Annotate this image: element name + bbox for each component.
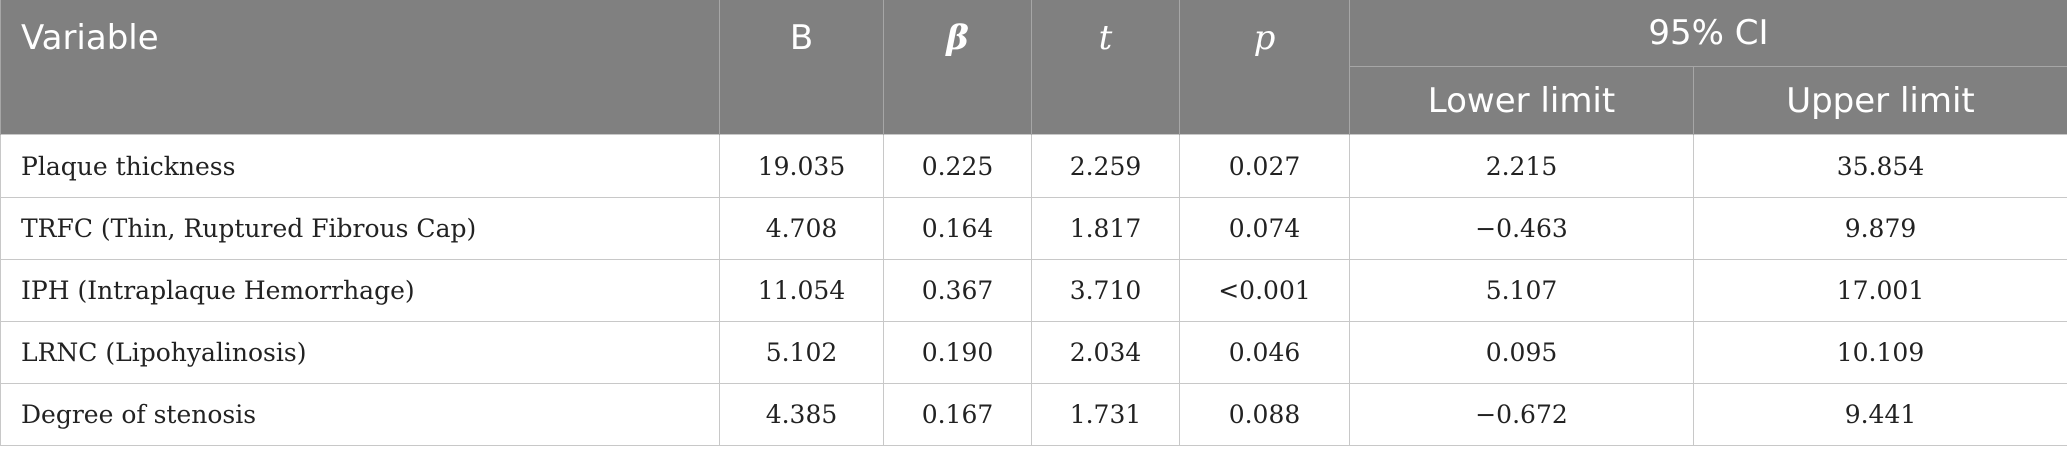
cell-lower: 2.215 [1349, 134, 1694, 198]
cell-variable: Degree of stenosis [0, 383, 720, 446]
cell-b: 5.102 [719, 321, 884, 384]
cell-b: 19.035 [719, 134, 884, 198]
cell-beta: 0.167 [883, 383, 1032, 446]
cell-variable: IPH (Intraplaque Hemorrhage) [0, 259, 720, 322]
header-p: p [1179, 0, 1350, 135]
cell-beta: 0.367 [883, 259, 1032, 322]
cell-b: 4.708 [719, 197, 884, 260]
table-row: Degree of stenosis 4.385 0.167 1.731 0.0… [0, 383, 2067, 446]
cell-upper: 9.441 [1693, 383, 2067, 446]
cell-beta: 0.164 [883, 197, 1032, 260]
cell-p: 0.046 [1179, 321, 1350, 384]
header-lower-limit: Lower limit [1349, 66, 1694, 135]
cell-upper: 10.109 [1693, 321, 2067, 384]
table-header: Variable B β t p 95% CI Lower limit Uppe… [0, 0, 2067, 135]
cell-p: 0.027 [1179, 134, 1350, 198]
cell-p: <0.001 [1179, 259, 1350, 322]
cell-upper: 17.001 [1693, 259, 2067, 322]
header-b: B [719, 0, 884, 135]
cell-variable: Plaque thickness [0, 134, 720, 198]
table-row: TRFC (Thin, Ruptured Fibrous Cap) 4.708 … [0, 197, 2067, 260]
cell-t: 3.710 [1031, 259, 1180, 322]
cell-lower: −0.463 [1349, 197, 1694, 260]
regression-table: Variable B β t p 95% CI Lower limit Uppe… [0, 0, 2067, 446]
table-row: LRNC (Lipohyalinosis) 5.102 0.190 2.034 … [0, 321, 2067, 384]
table-row: Plaque thickness 19.035 0.225 2.259 0.02… [0, 134, 2067, 198]
table-row: IPH (Intraplaque Hemorrhage) 11.054 0.36… [0, 259, 2067, 322]
header-upper-limit: Upper limit [1693, 66, 2067, 135]
cell-lower: −0.672 [1349, 383, 1694, 446]
cell-t: 2.259 [1031, 134, 1180, 198]
cell-variable: TRFC (Thin, Ruptured Fibrous Cap) [0, 197, 720, 260]
cell-upper: 35.854 [1693, 134, 2067, 198]
cell-p: 0.088 [1179, 383, 1350, 446]
cell-b: 11.054 [719, 259, 884, 322]
table-body: Plaque thickness 19.035 0.225 2.259 0.02… [0, 134, 2067, 446]
cell-lower: 0.095 [1349, 321, 1694, 384]
cell-lower: 5.107 [1349, 259, 1694, 322]
header-t: t [1031, 0, 1180, 135]
header-ci: 95% CI [1349, 0, 2067, 67]
cell-variable: LRNC (Lipohyalinosis) [0, 321, 720, 384]
cell-b: 4.385 [719, 383, 884, 446]
cell-beta: 0.190 [883, 321, 1032, 384]
cell-upper: 9.879 [1693, 197, 2067, 260]
cell-beta: 0.225 [883, 134, 1032, 198]
cell-t: 1.817 [1031, 197, 1180, 260]
cell-t: 1.731 [1031, 383, 1180, 446]
cell-p: 0.074 [1179, 197, 1350, 260]
cell-t: 2.034 [1031, 321, 1180, 384]
header-beta: β [883, 0, 1032, 135]
header-variable: Variable [0, 0, 720, 135]
